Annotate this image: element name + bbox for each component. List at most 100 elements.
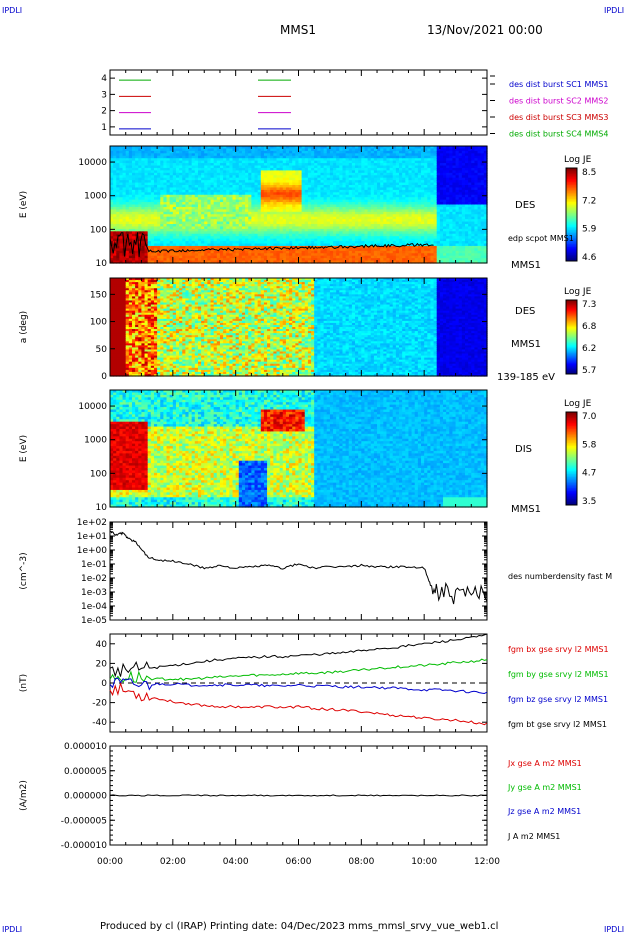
dis-energy-colorbar-frame bbox=[565, 411, 578, 506]
des-pitch-ytick-label: 0 bbox=[101, 372, 107, 382]
magnetic-field-series-line bbox=[109, 677, 488, 695]
des-energy-mms-label: MMS1 bbox=[511, 260, 541, 271]
des-pitch-ytick-label: 100 bbox=[90, 318, 107, 328]
density-panel bbox=[109, 521, 488, 621]
des-pitch-colorbar-tick: 6.8 bbox=[582, 322, 597, 332]
des-pitch-colorbar-tick: 5.7 bbox=[582, 366, 596, 376]
xaxis-tick-label: 12:00 bbox=[474, 857, 500, 867]
density-ytick-label: 1e-03 bbox=[81, 588, 107, 598]
density-ytick-label: 1e+01 bbox=[77, 532, 107, 542]
magnetic-field-legend-entry: fgm bt gse srvy l2 MMS1 bbox=[508, 720, 607, 729]
des-energy-ytick-label: 100 bbox=[90, 225, 107, 235]
magnetic-field-series-line bbox=[109, 658, 488, 683]
des-energy-colorbar-tick: 4.6 bbox=[582, 253, 597, 263]
density-series-line bbox=[110, 530, 488, 605]
footer-text: Produced by cl (IRAP) Printing date: 04/… bbox=[100, 921, 498, 932]
availability-ytick-label: 1 bbox=[101, 123, 107, 133]
magnetic-field-legend-entry: fgm bz gse srvy l2 MMS1 bbox=[508, 695, 608, 704]
dis-energy-ylabel: E (eV) bbox=[19, 435, 29, 462]
dis-energy-colorbar-tick: 7.0 bbox=[582, 412, 597, 422]
dis-energy-colorbar-title: Log JE bbox=[564, 399, 592, 409]
density-legend: des numberdensity fast M bbox=[508, 572, 612, 581]
density-ytick-label: 1e-04 bbox=[81, 602, 107, 612]
xaxis-tick-label: 04:00 bbox=[223, 857, 249, 867]
dis-energy-heatmap bbox=[110, 390, 488, 508]
xaxis-tick-label: 10:00 bbox=[411, 857, 437, 867]
xaxis-tick-label: 00:00 bbox=[97, 857, 123, 867]
des-pitch-colorbar bbox=[566, 300, 577, 375]
magnetic-field-ylabel: (nT) bbox=[19, 674, 29, 692]
magnetic-field-ytick-label: 0 bbox=[101, 679, 107, 689]
density-ytick-label: 1e+00 bbox=[77, 546, 108, 556]
des-energy-ytick-label: 10 bbox=[96, 259, 108, 269]
magnetic-field-ytick-label: -40 bbox=[92, 718, 107, 728]
magnetic-field-ytick-label: 40 bbox=[96, 640, 108, 650]
dis-energy-ytick-label: 1000 bbox=[84, 436, 107, 446]
des-energy-colorbar-frame bbox=[565, 167, 578, 262]
datetime-title: 13/Nov/2021 00:00 bbox=[427, 23, 543, 37]
corner-label-tl: IPDLI bbox=[2, 6, 22, 15]
magnetic-field-series-line bbox=[109, 633, 488, 678]
xaxis-tick-label: 02:00 bbox=[160, 857, 186, 867]
current-legend-entry: Jx gse A m2 MMS1 bbox=[507, 759, 582, 768]
des-energy-scpot-line bbox=[109, 232, 434, 257]
dis-energy-ytick-label: 10 bbox=[96, 503, 108, 513]
availability-legend-entry: des dist burst SC4 MMS4 bbox=[509, 130, 608, 139]
des-energy-ytick-label: 10000 bbox=[78, 158, 107, 168]
availability-ytick-label: 2 bbox=[101, 107, 107, 117]
magnetic-field-series-line bbox=[109, 681, 488, 726]
des-energy-colorbar bbox=[566, 168, 577, 262]
current-legend-entry: J A m2 MMS1 bbox=[507, 832, 560, 841]
xaxis-tick-label: 08:00 bbox=[348, 857, 374, 867]
des-energy-label: DES bbox=[515, 200, 535, 211]
magnetic-field-legend-entry: fgm bx gse srvy l2 MMS1 bbox=[508, 645, 609, 654]
des-pitch-ylabel: a (deg) bbox=[19, 311, 29, 343]
des-pitch-heatmap bbox=[110, 278, 488, 377]
dis-energy-label: DIS bbox=[515, 444, 532, 455]
current-ytick-label: -0.000010 bbox=[61, 841, 107, 851]
availability-legend-entry: des dist burst SC1 MMS1 bbox=[509, 80, 608, 89]
availability-ytick-label: 3 bbox=[101, 90, 107, 100]
dis-energy-colorbar bbox=[566, 412, 577, 506]
current-series-line bbox=[109, 794, 488, 797]
current-ylabel: (A/m2) bbox=[19, 780, 29, 811]
des-pitch-colorbar-tick: 7.3 bbox=[582, 300, 596, 310]
des-energy-colorbar-tick: 8.5 bbox=[582, 168, 596, 178]
magnetic-field-ytick-label: -20 bbox=[92, 699, 107, 709]
des-energy-colorbar-tick: 5.9 bbox=[582, 225, 597, 235]
des-pitch-mms-label: MMS1 bbox=[511, 339, 541, 350]
des-pitch-energy-range: 139-185 eV bbox=[497, 372, 555, 383]
dis-energy-colorbar-tick: 5.8 bbox=[582, 440, 597, 450]
density-ytick-label: 1e-02 bbox=[81, 574, 107, 584]
availability-panel bbox=[109, 69, 488, 136]
dis-energy-ytick-label: 10000 bbox=[78, 402, 107, 412]
des-pitch-colorbar-title: Log JE bbox=[564, 287, 592, 297]
current-ytick-label: 0.000010 bbox=[64, 742, 107, 752]
des-pitch-label: DES bbox=[515, 306, 535, 317]
dis-energy-colorbar-tick: 3.5 bbox=[582, 497, 596, 507]
des-pitch-ytick-label: 150 bbox=[90, 290, 107, 300]
current-ytick-label: -0.000005 bbox=[61, 816, 107, 826]
xaxis-tick-label: 06:00 bbox=[286, 857, 312, 867]
current-legend-entry: Jy gse A m2 MMS1 bbox=[507, 783, 582, 792]
dis-energy-ytick-label: 100 bbox=[90, 469, 107, 479]
dis-energy-colorbar-tick: 4.7 bbox=[582, 469, 596, 479]
density-ytick-label: 1e-05 bbox=[81, 616, 107, 626]
current-ytick-label: 0.000000 bbox=[64, 792, 107, 802]
corner-label-bl: IPDLI bbox=[2, 925, 22, 934]
current-legend-entry: Jz gse A m2 MMS1 bbox=[507, 807, 581, 816]
spacecraft-title: MMS1 bbox=[280, 23, 316, 37]
availability-ytick-label: 4 bbox=[101, 74, 107, 84]
density-ytick-label: 1e+02 bbox=[77, 518, 107, 528]
plot-area: 1 2 3 4 des dist burst SC1 MMS1 des dist burs… bbox=[19, 69, 612, 867]
density-ylabel: (cm^-3) bbox=[19, 552, 29, 589]
dis-energy-mms-label: MMS1 bbox=[511, 504, 541, 515]
des-energy-colorbar-tick: 7.2 bbox=[582, 196, 596, 206]
des-energy-ylabel: E (eV) bbox=[19, 191, 29, 218]
availability-legend-entry: des dist burst SC3 MMS3 bbox=[509, 113, 608, 122]
des-energy-scpot-label: edp scpot MMS1 bbox=[508, 234, 574, 243]
des-energy-heatmap bbox=[110, 146, 488, 264]
magnetic-field-ytick-label: 20 bbox=[96, 659, 108, 669]
des-energy-ytick-label: 1000 bbox=[84, 192, 107, 202]
